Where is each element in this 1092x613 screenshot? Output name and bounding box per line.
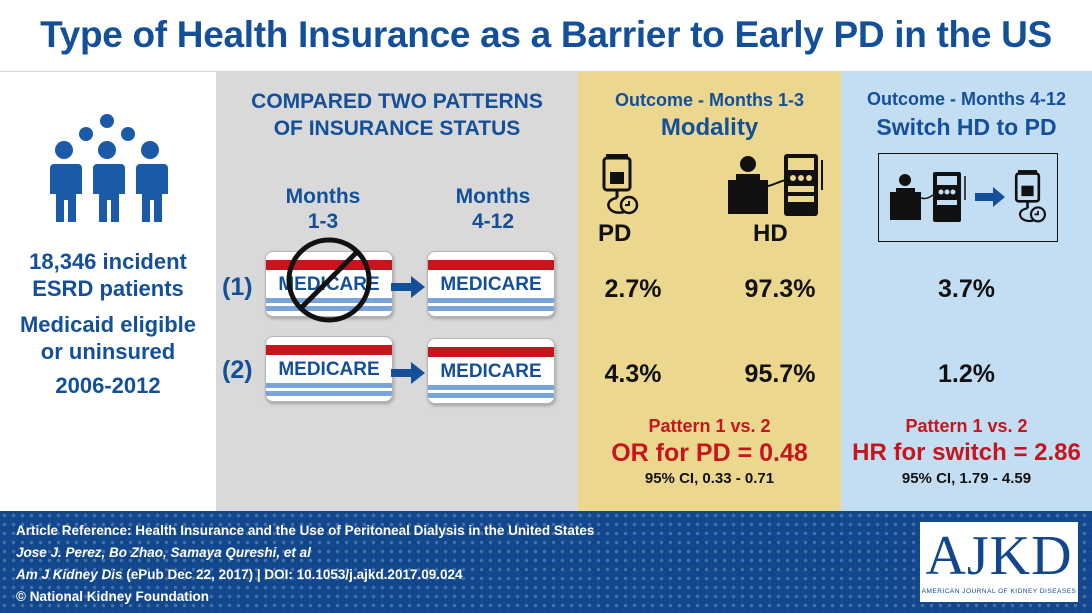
months-4-12-label: Months 4-12: [428, 184, 558, 234]
journal-name: Am J Kidney Dis: [16, 567, 123, 582]
medicare-card-p1-m4-12: MEDICARE: [427, 251, 555, 317]
pd-column-label: PD: [598, 220, 632, 247]
authors-text: Jose J. Perez, Bo Zhao, Samaya Qureshi, …: [16, 545, 311, 560]
pattern2-hd-value: 95.7%: [744, 360, 816, 388]
modality-outcome-panel: [578, 72, 841, 511]
study-years: 2006-2012: [55, 373, 161, 398]
copyright: © National Kidney Foundation: [16, 589, 209, 604]
arrow-right-icon: [391, 362, 425, 384]
pattern-1-label: (1): [222, 273, 253, 301]
modality-comparison-label: Pattern 1 vs. 2: [648, 416, 771, 436]
medicare-card-text: MEDICARE: [440, 274, 542, 295]
group-of-people-icon: [50, 114, 168, 222]
page-title: Type of Health Insurance as a Barrier to…: [40, 14, 1052, 55]
medicare-card-text: MEDICARE: [278, 274, 380, 295]
footer: [0, 511, 1092, 613]
months-4-12-word: Months: [455, 185, 531, 208]
hazard-ratio: HR for switch = 2.86: [852, 439, 1081, 466]
hazard-ratio-ci: 95% CI, 1.79 - 4.59: [901, 470, 1032, 487]
pattern-2-label: (2): [222, 356, 253, 384]
medicare-card-text: MEDICARE: [440, 361, 542, 382]
months-1-3-word: Months: [285, 185, 361, 208]
odds-ratio: OR for PD = 0.48: [611, 439, 808, 467]
compare-heading-line2: OF INSURANCE STATUS: [273, 117, 521, 140]
article-authors: Jose J. Perez, Bo Zhao, Samaya Qureshi, …: [16, 545, 311, 560]
article-citation: Am J Kidney Dis (ePub Dec 22, 2017) | DO…: [16, 567, 463, 582]
arrow-right-icon: [391, 276, 425, 298]
months-1-3-range: 1-3: [307, 210, 339, 233]
iv-bag-icon: [1014, 170, 1046, 223]
eligibility-line2: or uninsured: [40, 339, 176, 364]
hd-column-label: HD: [753, 220, 788, 247]
ajkd-logo: AJKD AMERICAN JOURNAL OF KIDNEY DISEASES: [918, 520, 1080, 604]
prohibited-icon: [286, 237, 372, 323]
pattern2-pd-value: 4.3%: [604, 360, 662, 388]
medicare-card-p2-m4-12: MEDICARE: [427, 338, 555, 404]
patient-count: 18,346 incident: [29, 249, 187, 274]
switch-outcome-panel: [841, 72, 1092, 511]
logo-text: AJKD: [925, 525, 1073, 587]
switch-heading: Switch HD to PD: [876, 114, 1057, 140]
medicare-card-p2-m1-3: MEDICARE: [265, 336, 393, 402]
months-4-12-range: 4-12: [471, 210, 515, 233]
pattern2-switch-value: 1.2%: [938, 360, 995, 388]
compare-heading-line1: COMPARED TWO PATTERNS: [251, 90, 543, 113]
switch-comparison-label: Pattern 1 vs. 2: [905, 416, 1028, 436]
citation-details: (ePub Dec 22, 2017) | DOI: 10.1053/j.ajk…: [122, 567, 463, 582]
eligibility-line1: Medicaid eligible: [19, 312, 197, 337]
medicare-card-p1-m1-3: MEDICARE: [265, 251, 393, 317]
pattern1-hd-value: 97.3%: [744, 275, 816, 303]
dialysis-machine-icon: [728, 154, 823, 216]
iv-bag-icon: [602, 154, 639, 215]
hd-to-pd-icon-box: [878, 153, 1058, 242]
medicare-card-text: MEDICARE: [278, 359, 380, 380]
modality-heading: Modality: [660, 114, 759, 141]
pattern1-pd-value: 2.7%: [604, 275, 662, 303]
months-1-3-label: Months 1-3: [258, 184, 388, 234]
arrow-right-icon: [975, 187, 1005, 207]
article-reference: Article Reference: Health Insurance and …: [16, 523, 595, 538]
pattern1-switch-value: 3.7%: [938, 275, 995, 303]
patient-type: ESRD patients: [32, 276, 184, 301]
switch-outcome-heading: Outcome - Months 4-12: [866, 89, 1067, 109]
title-bar: Type of Health Insurance as a Barrier to…: [0, 0, 1092, 72]
odds-ratio-ci: 95% CI, 0.33 - 0.71: [644, 470, 775, 487]
dialysis-machine-icon: [890, 172, 966, 222]
logo-subtitle: AMERICAN JOURNAL OF KIDNEY DISEASES: [921, 588, 1077, 595]
modality-outcome-heading: Outcome - Months 1-3: [614, 90, 804, 110]
